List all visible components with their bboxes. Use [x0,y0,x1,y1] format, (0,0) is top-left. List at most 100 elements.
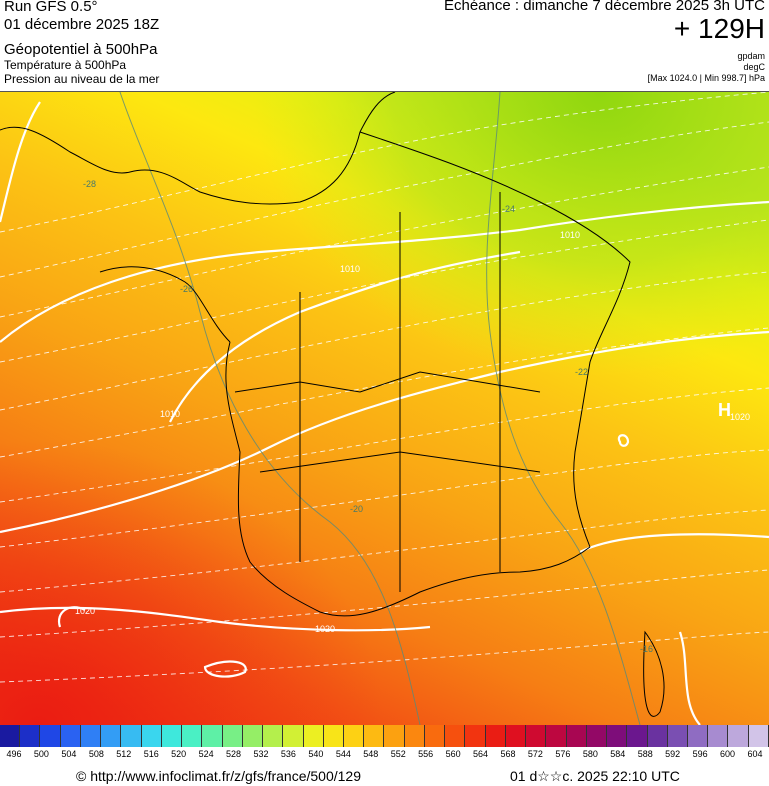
color-swatch [445,725,466,747]
isobar-labels: 1010 1010 1010 1020 1020 1020 H [75,230,750,634]
color-swatch [141,725,162,747]
lead-time: + 129H [673,13,765,44]
color-scale-tick: 544 [335,749,351,759]
color-scale-tick: 596 [692,749,708,759]
weather-map: 1010 1010 1010 1020 1020 1020 H -28 -26 … [0,91,769,725]
color-swatch [384,725,405,747]
color-scale-tick: 588 [637,749,653,759]
parameter-pressure: Pression au niveau de la mer [4,72,160,86]
isobar-label: 1010 [340,264,360,274]
color-swatch [303,725,324,747]
color-swatch [546,725,567,747]
temperature-label: -16 [640,644,653,654]
isobars [0,101,769,725]
color-scale-tick: 540 [308,749,324,759]
color-swatch [202,725,223,747]
color-swatch [101,725,122,747]
color-swatch [121,725,142,747]
color-swatch [647,725,668,747]
color-scale-tick: 552 [390,749,406,759]
color-swatch [364,725,385,747]
run-date: 01 décembre 2025 18Z [4,16,160,33]
temperature-labels: -28 -26 -24 -22 -20 -16 [83,179,653,654]
color-scale [0,725,769,747]
isobar-label: 1010 [160,409,180,419]
color-swatch [424,725,446,747]
color-swatch [222,725,243,747]
source-link[interactable]: © http://www.infoclimat.fr/z/gfs/france/… [76,768,361,784]
color-swatch [586,725,608,747]
warm-region [0,92,769,725]
color-swatch [343,725,365,747]
high-pressure-center: H [718,400,731,420]
isobar-label: 1010 [560,230,580,240]
color-swatch [708,725,729,747]
color-scale-ticks: 496 500 504 508 512 516 520 524 528 532 536 540 544 5… [0,749,769,763]
color-scale-tick: 536 [280,749,296,759]
color-swatch [526,725,547,747]
coastlines-borders [0,92,665,717]
pressure-minmax: [Max 1024.0 | Min 998.7] hPa [647,73,765,83]
color-swatch [242,725,264,747]
color-scale-tick: 584 [610,749,626,759]
color-swatch [80,725,102,747]
color-scale-tick: 504 [61,749,77,759]
parameter-temperature: Température à 500hPa [4,58,127,72]
temperature-label: -20 [350,504,363,514]
parameter-geopotential: Géopotentiel à 500hPa [4,41,158,58]
temperature-label: -26 [180,284,193,294]
color-swatch [485,725,506,747]
color-swatch [505,725,527,747]
temperature-label: -24 [502,204,515,214]
color-scale-tick: 528 [226,749,242,759]
render-timestamp: 01 d☆☆c. 2025 22:10 UTC [510,768,680,784]
color-swatch [566,725,587,747]
color-scale-tick: 592 [665,749,681,759]
color-scale-tick: 532 [253,749,269,759]
color-scale-tick: 560 [445,749,461,759]
color-scale-tick: 604 [747,749,763,759]
color-swatch [404,725,425,747]
color-scale-tick: 600 [720,749,736,759]
color-swatch [687,725,709,747]
color-scale-tick: 556 [418,749,434,759]
color-scale-tick: 580 [582,749,598,759]
color-scale-tick: 548 [363,749,379,759]
unit-gpdam: gpdam [737,51,765,61]
color-swatch [465,725,486,747]
run-label: Run GFS 0.5° [4,0,98,15]
color-swatch [20,725,41,747]
geopotential-lines [119,92,641,725]
color-swatch [283,725,304,747]
color-swatch [748,725,769,747]
color-swatch [607,725,628,747]
color-swatch [40,725,61,747]
color-scale-tick: 500 [33,749,49,759]
color-swatch [60,725,81,747]
color-swatch [182,725,203,747]
color-swatch [667,725,688,747]
color-swatch [323,725,344,747]
color-swatch [263,725,284,747]
color-scale-tick: 568 [500,749,516,759]
isobar-label: 1020 [75,606,95,616]
color-swatch [728,725,749,747]
temperature-label: -28 [83,179,96,189]
color-scale-tick: 524 [198,749,214,759]
temperature-label: -22 [575,367,588,377]
color-scale-tick: 520 [171,749,187,759]
color-scale-tick: 508 [88,749,104,759]
isotherms [0,92,769,683]
unit-degc: degC [743,62,765,72]
color-scale-tick: 576 [555,749,571,759]
color-scale-tick: 572 [527,749,543,759]
color-swatch [0,725,21,747]
isobar-label: 1020 [730,412,750,422]
color-scale-tick: 496 [6,749,22,759]
color-scale-tick: 564 [473,749,489,759]
validity-time: Echéance : dimanche 7 décembre 2025 3h U… [443,0,765,14]
color-scale-tick: 516 [143,749,159,759]
isobar-label: 1020 [315,624,335,634]
color-swatch [627,725,648,747]
color-swatch [161,725,183,747]
